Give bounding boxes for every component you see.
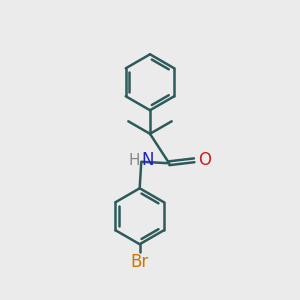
Text: O: O xyxy=(198,151,211,169)
Text: H: H xyxy=(128,153,140,168)
Text: Br: Br xyxy=(130,253,149,271)
Text: N: N xyxy=(142,151,154,169)
